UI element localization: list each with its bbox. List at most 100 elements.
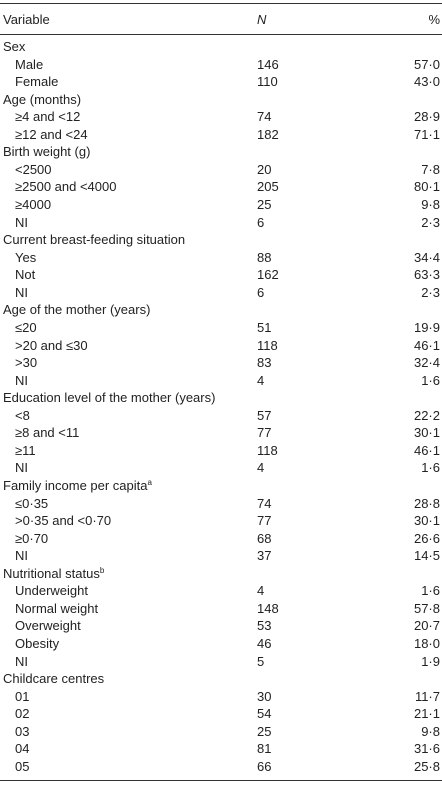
group-label: Age (months) — [3, 92, 81, 108]
row-percent: 28·8 — [413, 495, 440, 511]
row-percent: 14·5 — [413, 548, 440, 564]
row-n: 77 — [257, 425, 272, 441]
row-n: 6 — [257, 214, 265, 230]
row-n: 4 — [257, 583, 265, 599]
row-percent: 1·9 — [421, 653, 440, 669]
row-label: Normal weight — [15, 600, 99, 616]
row-percent: 43·0 — [413, 74, 440, 90]
row-label: ≥0·70 — [15, 530, 49, 546]
row-percent: 19·9 — [413, 319, 440, 335]
row-label: Not — [15, 267, 36, 283]
group-text: Education level of the mother (years) — [3, 390, 216, 406]
row-label: Female — [15, 74, 59, 90]
row-percent: 71·1 — [413, 126, 440, 142]
group-label: Childcare centres — [3, 671, 104, 687]
row-n: 66 — [257, 758, 272, 774]
row-n: 4 — [257, 460, 265, 476]
row-percent: 22·2 — [413, 407, 440, 423]
row-label: NI — [15, 548, 28, 564]
row-n: 25 — [257, 723, 272, 739]
row-n: 74 — [257, 109, 272, 125]
row-label: NI — [15, 460, 28, 476]
row-label: Underweight — [15, 583, 88, 599]
row-percent: 34·4 — [413, 249, 440, 265]
group-label: Age of the mother (years) — [3, 302, 150, 318]
row-n: 182 — [257, 126, 279, 142]
group-text: Nutritional status — [3, 565, 100, 581]
footnote-mark: a — [147, 478, 152, 487]
row-percent: 2·3 — [421, 284, 440, 300]
row-percent: 31·6 — [413, 741, 440, 757]
row-n: 5 — [257, 653, 265, 669]
row-percent: 11·7 — [414, 688, 440, 704]
row-n: 46 — [257, 636, 272, 652]
header-variable: Variable — [3, 12, 50, 27]
row-percent: 21·1 — [413, 706, 440, 722]
row-n: 81 — [257, 741, 272, 757]
bottom-rule — [0, 780, 442, 781]
row-label: Yes — [15, 249, 37, 265]
row-percent: 1·6 — [421, 583, 440, 599]
row-label: Overweight — [15, 618, 81, 634]
row-label: ≥12 and <24 — [15, 126, 88, 142]
row-label: 05 — [15, 758, 30, 774]
row-n: 74 — [257, 495, 272, 511]
row-n: 53 — [257, 618, 272, 634]
row-percent: 9·8 — [421, 197, 440, 213]
group-text: Sex — [3, 39, 26, 54]
row-label: NI — [15, 372, 28, 388]
row-label: ≥11 — [15, 442, 36, 458]
row-percent: 46·1 — [413, 442, 440, 458]
row-label: Obesity — [15, 636, 60, 652]
header-rule — [0, 34, 442, 35]
row-n: 83 — [257, 355, 272, 371]
row-percent: 80·1 — [413, 179, 440, 195]
row-percent: 46·1 — [413, 337, 440, 353]
row-label: NI — [15, 284, 28, 300]
footnote-mark: b — [99, 565, 105, 575]
row-n: 25 — [257, 197, 272, 213]
row-n: 54 — [257, 706, 272, 722]
row-label: NI — [15, 653, 28, 669]
row-label: 02 — [15, 706, 30, 722]
row-label: NI — [15, 214, 28, 230]
row-percent: 1·6 — [421, 460, 440, 476]
row-label: <2500 — [15, 161, 52, 177]
row-label: ≥2500 and <4000 — [15, 179, 117, 195]
row-percent: 57·8 — [413, 600, 440, 616]
row-percent: 20·7 — [413, 618, 440, 634]
group-text: Current breast-feeding situation — [3, 232, 186, 248]
row-percent: 7·8 — [421, 161, 440, 177]
row-label: 01 — [15, 688, 30, 704]
group-label: Education level of the mother (years) — [3, 390, 215, 406]
row-n: 148 — [257, 600, 279, 616]
row-label: 04 — [15, 741, 30, 757]
group-label: Birth weight (g) — [3, 144, 90, 160]
row-percent: 26·6 — [413, 530, 440, 546]
row-percent: 9·8 — [421, 723, 440, 739]
group-text: Age (months) — [3, 91, 82, 107]
header-n: N — [257, 12, 267, 27]
row-label: 03 — [15, 723, 30, 739]
row-percent: 18·0 — [413, 636, 440, 652]
group-text: Age of the mother (years) — [3, 302, 151, 318]
header-percent: % — [428, 12, 440, 27]
group-label: Sex — [3, 39, 25, 55]
row-n: 68 — [257, 530, 272, 546]
row-n: 30 — [257, 688, 272, 704]
row-n: 110 — [257, 74, 278, 90]
row-n: 6 — [257, 284, 265, 300]
row-n: 4 — [257, 372, 265, 388]
group-text: Family income per capita — [3, 478, 148, 493]
row-n: 146 — [257, 56, 279, 72]
row-percent: 2·3 — [421, 214, 440, 230]
row-label: ≤20 — [15, 319, 37, 335]
row-label: <8 — [15, 407, 30, 423]
row-percent: 57·0 — [413, 56, 440, 72]
row-n: 77 — [257, 513, 272, 529]
row-n: 118 — [257, 337, 278, 353]
group-label: Nutritional statusb — [3, 566, 104, 582]
row-percent: 30·1 — [413, 513, 440, 529]
group-text: Birth weight (g) — [3, 144, 91, 160]
